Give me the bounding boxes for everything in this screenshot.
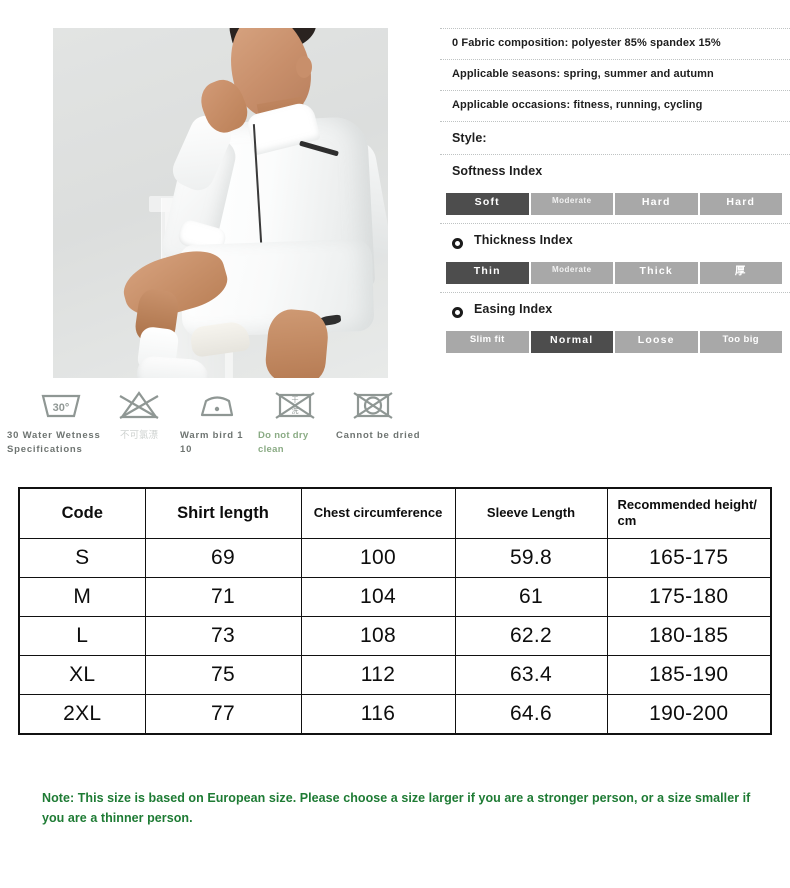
size-note: Note: This size is based on European siz… (42, 791, 751, 825)
cell-sleeve: 64.6 (454, 693, 608, 734)
size-chart-body: S 69 100 59.8 165-175 M 71 104 61 175-18… (18, 537, 772, 734)
table-header-row: Code Shirt length Chest circumference Sl… (18, 487, 772, 539)
cell-sleeve: 62.2 (454, 615, 608, 656)
cell-code: L (18, 615, 146, 656)
cell-chest: 100 (300, 537, 456, 578)
easing-segment-loose[interactable]: Loose (615, 331, 698, 354)
easing-index-title: Easing Index (474, 302, 553, 317)
model-ear (296, 56, 312, 78)
svg-text:30°: 30° (53, 402, 70, 414)
thickness-segment-thin[interactable]: Thin (446, 262, 529, 285)
spec-occasions-text: Applicable occasions: fitness, running, … (452, 98, 703, 111)
softness-index-bar: Soft Moderate Hard Hard (446, 193, 782, 216)
size-chart-table: Code Shirt length Chest circumference Sl… (18, 487, 772, 735)
cell-chest: 108 (300, 615, 456, 656)
softness-segment-hard-1[interactable]: Hard (615, 193, 698, 216)
cell-height: 185-190 (606, 654, 772, 695)
cell-height: 165-175 (606, 537, 772, 578)
softness-segment-soft[interactable]: Soft (446, 193, 529, 216)
header-recommended-height: Recommended height/ cm (606, 487, 772, 539)
header-shirt-length: Shirt length (144, 487, 302, 539)
spec-row-occasions: Applicable occasions: fitness, running, … (440, 89, 790, 121)
cell-chest: 112 (300, 654, 456, 695)
model-thigh-back (263, 307, 331, 378)
spec-row-thickness-index: Thickness Index (440, 223, 790, 256)
easing-index-bar: Slim fit Normal Loose Too big (446, 331, 782, 354)
cell-shirt-length: 77 (144, 693, 302, 734)
iron-low-heat-icon (200, 396, 234, 417)
easing-segment-slim-fit[interactable]: Slim fit (446, 331, 529, 354)
care-item-wash: 30° 30 Water Wetness Specifications (7, 388, 100, 483)
header-code: Code (18, 487, 146, 539)
spec-seasons-text: Applicable seasons: spring, summer and a… (452, 67, 714, 80)
softness-segment-hard-2[interactable]: Hard (699, 193, 782, 216)
thickness-index-title: Thickness Index (474, 233, 573, 248)
spec-row-style: Style: (440, 120, 790, 154)
spec-fabric-text: 0 Fabric composition: polyester 85% span… (452, 37, 721, 49)
cell-code: M (18, 576, 146, 617)
thickness-index-bar: Thin Moderate Thick 厚 (446, 262, 782, 285)
care-label-tumbledry: Cannot be dried (336, 430, 421, 441)
svg-text:洗: 洗 (292, 406, 299, 415)
spec-pane: 0 Fabric composition: polyester 85% span… (440, 0, 790, 485)
cell-height: 180-185 (606, 615, 772, 656)
size-chart-header: Code Shirt length Chest circumference Sl… (18, 487, 772, 539)
table-row: M 71 104 61 175-180 (18, 576, 772, 617)
spec-row-softness-index: Softness Index (440, 153, 790, 187)
cell-sleeve: 59.8 (454, 537, 608, 578)
spec-row-seasons: Applicable seasons: spring, summer and a… (440, 58, 790, 90)
cell-chest: 104 (300, 576, 456, 617)
svg-text:干: 干 (292, 396, 299, 404)
care-label-wash: 30 Water Wetness Specifications (7, 430, 101, 455)
bullet-icon-easing (452, 307, 463, 319)
no-tumble-dry-icon (353, 392, 393, 419)
care-item-dryclean: 干 洗 Do not dry clean (256, 388, 334, 483)
cell-sleeve: 63.4 (454, 654, 608, 695)
care-label-bleach: 不可氯漂 (119, 430, 158, 441)
bullet-icon-thickness (452, 238, 463, 250)
cell-shirt-length: 73 (144, 615, 302, 656)
cell-height: 190-200 (606, 693, 772, 734)
cell-code: XL (18, 654, 146, 695)
product-overview-section: 30° 30 Water Wetness Specifications 不可氯漂… (0, 0, 790, 485)
table-row: XL 75 112 63.4 185-190 (18, 654, 772, 695)
product-photo-pane: 30° 30 Water Wetness Specifications 不可氯漂… (0, 0, 440, 485)
cell-code: 2XL (18, 693, 146, 734)
easing-segment-too-big[interactable]: Too big (699, 331, 782, 354)
thickness-segment-moderate[interactable]: Moderate (530, 262, 613, 285)
spec-row-fabric: 0 Fabric composition: polyester 85% span… (440, 28, 790, 59)
header-chest-circumference: Chest circumference (300, 487, 456, 539)
wash-30-icon: 30° (41, 394, 81, 418)
cell-shirt-length: 75 (144, 654, 302, 695)
care-item-iron: Warm bird 1 10 (178, 388, 256, 483)
care-label-iron: Warm bird 1 10 (180, 430, 244, 455)
care-instruction-row: 30° 30 Water Wetness Specifications 不可氯漂… (0, 388, 440, 483)
spec-style-text: Style: (452, 130, 487, 145)
header-sleeve-length: Sleeve Length (454, 487, 608, 539)
no-bleach-icon (119, 391, 159, 419)
thickness-segment-thick[interactable]: Thick (615, 262, 698, 285)
care-label-dryclean: Do not dry clean (258, 430, 309, 455)
softness-index-title: Softness Index (452, 163, 543, 178)
cell-shirt-length: 71 (144, 576, 302, 617)
no-dry-clean-icon: 干 洗 (275, 392, 315, 419)
table-row: L 73 108 62.2 180-185 (18, 615, 772, 656)
care-item-bleach: 不可氯漂 (100, 388, 178, 483)
table-row: 2XL 77 116 64.6 190-200 (18, 693, 772, 734)
cell-code: S (18, 537, 146, 578)
care-item-tumbledry: Cannot be dried (334, 388, 421, 483)
cell-sleeve: 61 (454, 576, 608, 617)
cell-height: 175-180 (606, 576, 772, 617)
cell-shirt-length: 69 (144, 537, 302, 578)
product-photo (53, 28, 388, 378)
thickness-segment-hou[interactable]: 厚 (699, 262, 782, 285)
easing-segment-normal[interactable]: Normal (530, 331, 613, 354)
table-row: S 69 100 59.8 165-175 (18, 537, 772, 578)
softness-segment-moderate[interactable]: Moderate (530, 193, 613, 216)
cell-chest: 116 (300, 693, 456, 734)
spec-row-easing-index: Easing Index (440, 292, 790, 325)
